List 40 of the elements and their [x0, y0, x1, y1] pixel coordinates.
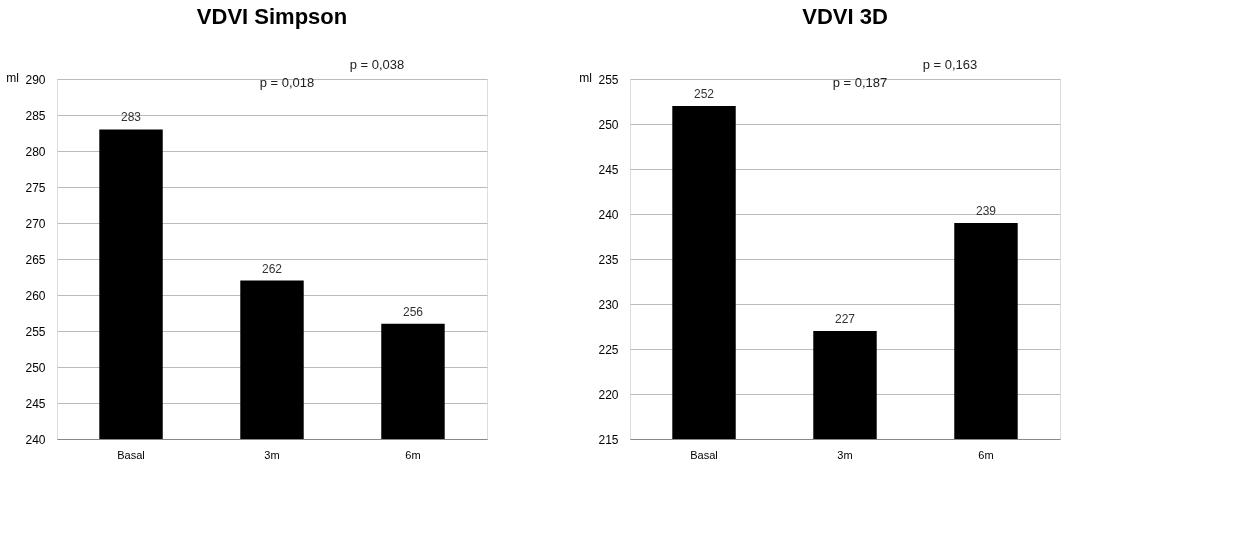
- y-tick-label: 260: [25, 288, 46, 303]
- y-tick-label: 240: [25, 432, 46, 447]
- data-label: 227: [834, 312, 856, 326]
- annotation: p = 0,187: [832, 75, 888, 90]
- y-tick-label: 245: [25, 396, 46, 411]
- y-tick-label: 290: [25, 72, 46, 87]
- y-tick-label: 265: [25, 252, 46, 267]
- x-tick-label: 3m: [264, 448, 280, 461]
- annotation: p = 0,018: [259, 75, 315, 90]
- y-tick-label: 240: [598, 207, 619, 222]
- data-label: 283: [121, 110, 142, 125]
- x-tick-label: Basal: [690, 448, 718, 461]
- y-tick-label: 255: [25, 324, 46, 339]
- data-label: 262: [261, 261, 283, 276]
- y-tick-label: 245: [598, 162, 619, 177]
- x-tick-label: 6m: [978, 448, 994, 461]
- text: p = 0,163: [922, 57, 978, 72]
- y-tick-label: 270: [25, 216, 46, 231]
- y-tick-label: 280: [25, 144, 46, 159]
- text: p = 0,038: [349, 57, 405, 72]
- y-axis-title: ml: [6, 70, 19, 85]
- y-tick-label: 230: [598, 297, 619, 312]
- chart-title: VDVI Simpson: [196, 4, 348, 29]
- y-tick-label: 250: [25, 360, 46, 375]
- x-tick-label: Basal: [117, 448, 145, 461]
- y-tick-label: 255: [598, 72, 619, 87]
- data-label: 239: [975, 204, 997, 218]
- y-axis-title: ml: [579, 70, 592, 85]
- y-tick-label: 220: [598, 387, 619, 402]
- y-tick-label: 225: [598, 342, 619, 357]
- y-tick-label: 250: [598, 117, 619, 132]
- x-tick-label: 6m: [405, 448, 421, 461]
- y-tick-label: 275: [25, 180, 46, 195]
- y-tick-label: 215: [598, 432, 619, 447]
- y-tick-label: 285: [25, 108, 46, 123]
- data-label: 256: [402, 304, 424, 319]
- y-tick-label: 235: [598, 252, 619, 267]
- chart-title: VDVI 3D: [802, 4, 888, 29]
- data-label: 252: [694, 87, 715, 101]
- x-tick-label: 3m: [837, 448, 853, 461]
